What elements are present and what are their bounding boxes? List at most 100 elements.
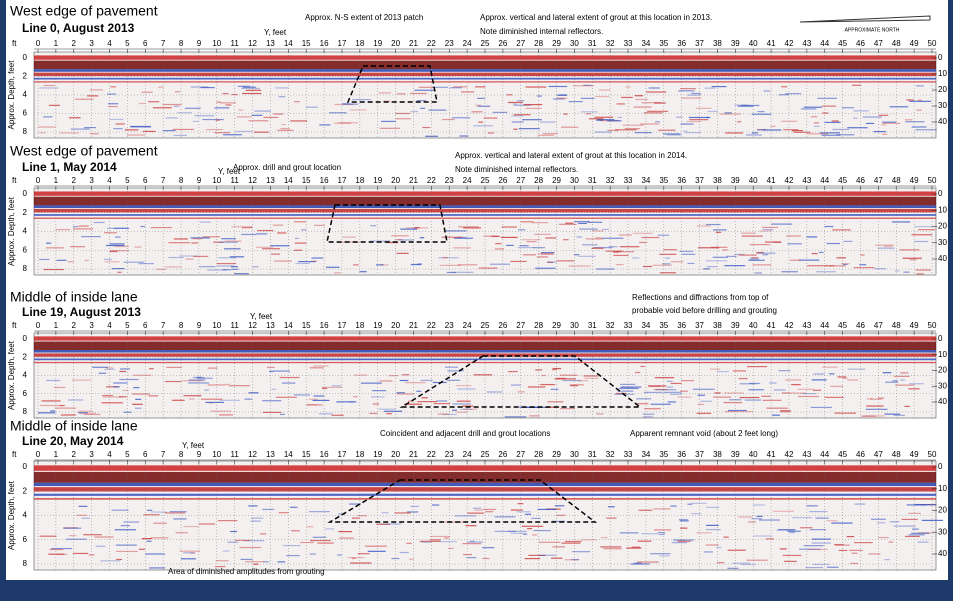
noise — [595, 237, 601, 239]
reflector-band — [34, 208, 936, 213]
noise — [903, 271, 910, 273]
x-tick-label: 40 — [749, 321, 758, 330]
x-tick-label: 10 — [212, 176, 221, 185]
noise — [854, 542, 873, 544]
noise — [670, 393, 682, 395]
noise — [48, 104, 61, 106]
noise — [310, 539, 331, 542]
noise — [95, 545, 106, 547]
noise — [371, 390, 387, 392]
noise — [778, 528, 796, 531]
noise — [173, 238, 188, 240]
x-tick-label: 50 — [928, 450, 937, 459]
noise — [537, 134, 554, 136]
noise — [243, 540, 265, 542]
noise — [563, 239, 569, 241]
noise — [545, 237, 557, 239]
noise — [380, 264, 389, 266]
noise — [624, 128, 640, 130]
x-tick-label: 13 — [266, 321, 275, 330]
noise — [915, 129, 937, 131]
noise — [399, 551, 409, 554]
noise — [789, 531, 795, 534]
reflector-band — [34, 482, 936, 487]
noise — [587, 221, 603, 223]
x-tick-label: 15 — [302, 321, 311, 330]
noise — [381, 120, 397, 123]
noise — [763, 90, 771, 92]
noise — [400, 228, 418, 230]
x-tick-label: 19 — [373, 176, 382, 185]
noise — [72, 226, 79, 228]
noise — [54, 407, 77, 409]
noise — [325, 266, 340, 268]
noise — [256, 233, 268, 235]
noise — [764, 241, 782, 243]
depth-tick-label: 6 — [23, 245, 28, 254]
noise — [453, 86, 468, 88]
noise — [115, 123, 125, 125]
noise — [263, 116, 279, 119]
noise — [751, 132, 758, 134]
x-tick-label: 9 — [197, 39, 202, 48]
noise — [826, 520, 838, 522]
noise — [620, 383, 636, 385]
noise — [811, 379, 827, 381]
noise — [687, 262, 695, 265]
noise — [724, 112, 732, 114]
noise — [241, 227, 253, 229]
noise — [778, 94, 789, 96]
noise — [138, 263, 155, 265]
reflector-band — [34, 72, 936, 77]
noise — [275, 87, 289, 89]
noise — [50, 410, 56, 412]
noise — [245, 561, 265, 563]
line-label: Line 20, May 2014 — [22, 434, 124, 448]
noise — [808, 548, 829, 551]
noise — [670, 505, 677, 507]
noise — [290, 120, 308, 122]
x-tick-label: 27 — [516, 176, 525, 185]
noise — [617, 116, 623, 119]
x-tick-label: 16 — [320, 321, 329, 330]
depth-tick-label: 4 — [23, 371, 28, 380]
depth-tick-label: 6 — [23, 109, 28, 118]
noise — [298, 260, 316, 263]
noise — [364, 545, 387, 547]
x-tick-label: 22 — [427, 176, 436, 185]
depth-tick-label: 8 — [23, 407, 28, 416]
noise — [644, 408, 661, 410]
noise — [821, 134, 841, 136]
x-tick-label: 47 — [874, 450, 883, 459]
noise — [376, 264, 384, 266]
noise — [104, 258, 112, 260]
noise — [398, 239, 415, 241]
noise — [815, 517, 829, 519]
noise — [782, 554, 802, 557]
noise — [353, 374, 368, 376]
noise — [168, 256, 184, 259]
noise — [637, 561, 659, 563]
noise — [873, 131, 886, 133]
noise — [331, 414, 344, 416]
grout-outline — [399, 355, 643, 408]
noise — [448, 547, 454, 550]
noise — [395, 112, 410, 115]
reflector-band — [34, 353, 936, 357]
noise — [914, 226, 933, 228]
x-tick-label: 46 — [856, 176, 865, 185]
time-tick-label: 40 — [938, 397, 947, 406]
noise — [224, 248, 241, 250]
noise — [894, 270, 900, 272]
noise — [59, 404, 65, 407]
noise — [214, 107, 230, 109]
noise — [419, 237, 425, 239]
noise — [109, 250, 118, 253]
noise — [293, 249, 303, 251]
panel-heading: West edge of pavement — [10, 143, 158, 159]
noise — [337, 554, 342, 556]
noise — [685, 132, 701, 134]
noise — [554, 505, 565, 507]
x-tick-label: 2 — [72, 39, 77, 48]
noise — [74, 98, 94, 100]
